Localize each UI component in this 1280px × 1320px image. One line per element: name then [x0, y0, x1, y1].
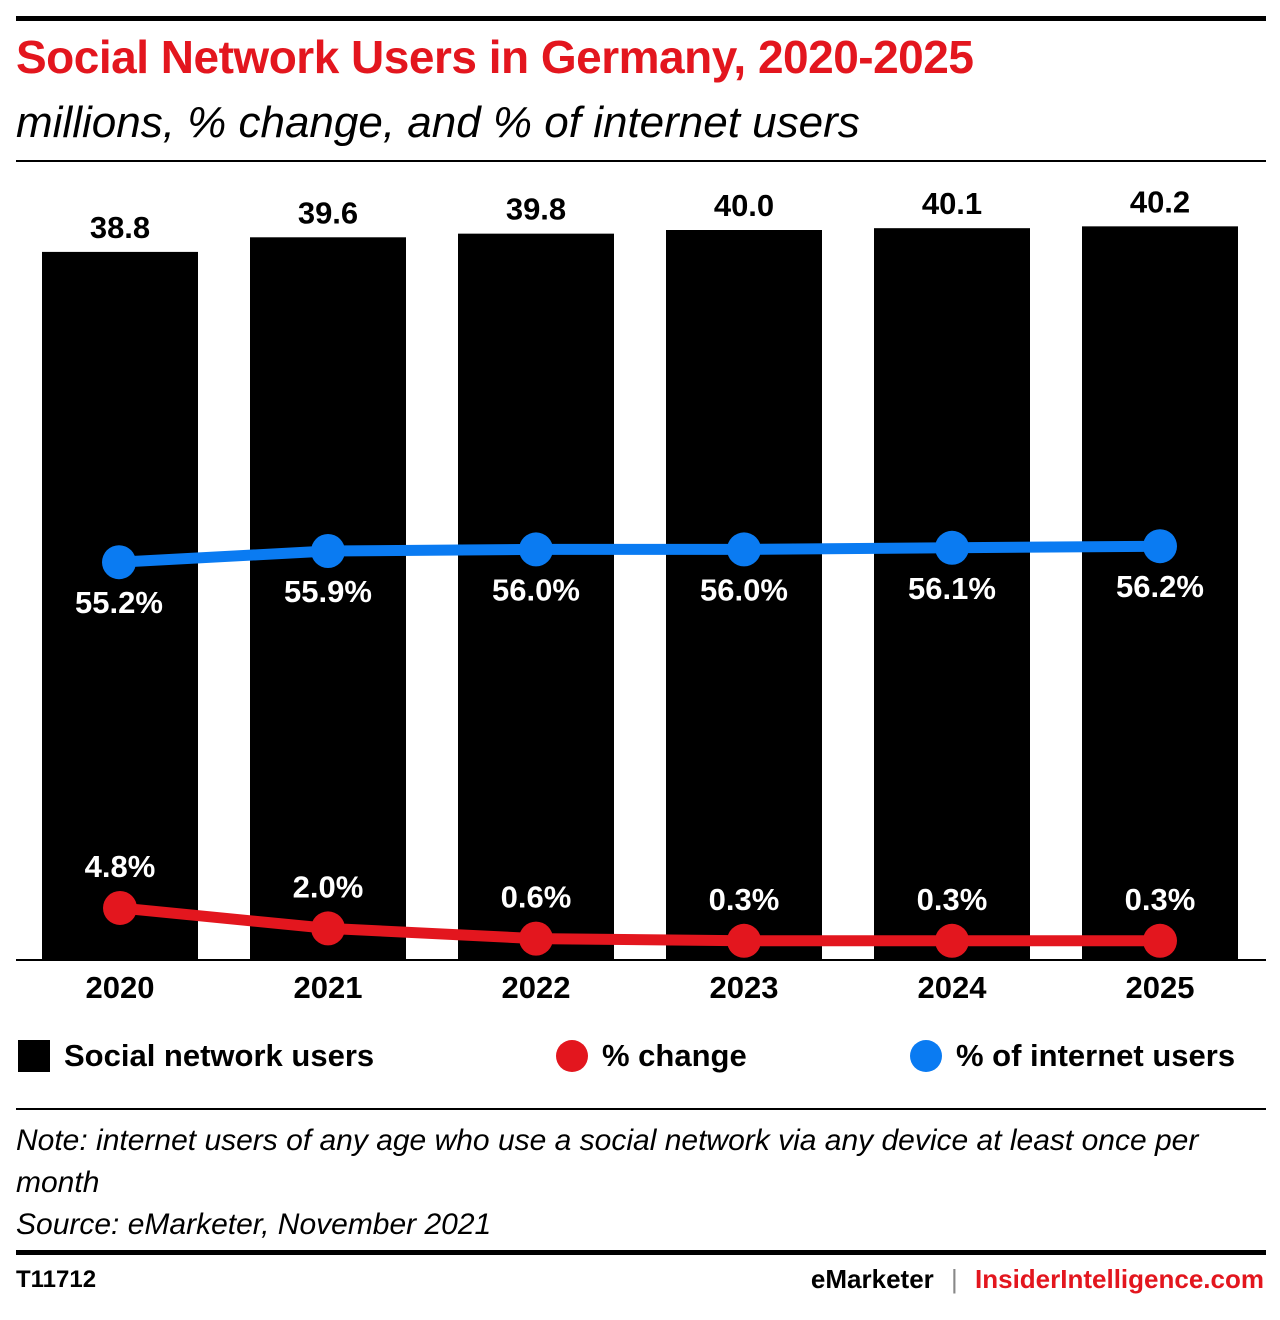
chart-subtitle: millions, % change, and % of internet us… — [16, 98, 860, 147]
note-text: Note: internet users of any age who use … — [16, 1124, 1199, 1199]
series-line-pct-change — [119, 902, 1160, 947]
point-pct-change — [1143, 923, 1177, 958]
footer-brand: eMarketer | InsiderIntelligence.com — [811, 1264, 1264, 1295]
point-pct-internet-users — [935, 530, 969, 565]
legend-label: % of internet users — [956, 1038, 1236, 1073]
brand-separator: | — [951, 1264, 958, 1294]
point-pct-internet-users — [1143, 529, 1177, 564]
x-tick-label: 2025 — [1126, 970, 1195, 1005]
bar — [250, 237, 406, 961]
bottom-rule — [16, 1250, 1266, 1255]
bar-value-label: 40.0 — [714, 188, 774, 223]
notes-divider — [16, 1108, 1266, 1110]
source-text: Source: eMarketer, November 2021 — [16, 1208, 492, 1241]
point-pct-change — [935, 923, 969, 958]
title-divider — [16, 160, 1266, 162]
point-label-pct-internet-users: 56.0% — [700, 572, 788, 607]
point-pct-change — [311, 911, 345, 946]
chart-id: T11712 — [16, 1266, 97, 1293]
chart-plot: 38.8 2020 39.6 2021 39.8 2022 40.0 2023 40.1 2024… — [16, 184, 1266, 1005]
point-label-pct-change: 0.3% — [1125, 882, 1196, 917]
point-pct-internet-users — [311, 534, 345, 568]
bar-value-label: 39.6 — [298, 195, 358, 230]
series-line-pct-internet-users — [118, 540, 1161, 568]
legend-item-pct-internet-users: % of internet users — [910, 1036, 1235, 1076]
chart-notes: Note: internet users of any age who use … — [16, 1120, 1266, 1246]
bar — [1082, 226, 1238, 961]
bar-value-label: 40.1 — [922, 186, 982, 221]
point-label-pct-internet-users: 55.2% — [75, 585, 163, 620]
bar — [874, 228, 1030, 961]
point-pct-internet-users — [727, 532, 761, 567]
bar-value-label: 38.8 — [90, 210, 150, 245]
chart-title: Social Network Users in Germany, 2020-20… — [16, 31, 974, 83]
point-pct-internet-users — [519, 532, 553, 567]
legend-item-pct-change: % change — [556, 1036, 747, 1076]
x-tick-label: 2021 — [294, 970, 363, 1005]
bar — [42, 251, 198, 960]
bar — [666, 230, 822, 960]
bar-value-label: 39.8 — [506, 192, 566, 227]
x-tick-label: 2022 — [502, 970, 571, 1005]
point-label-pct-internet-users: 56.2% — [1116, 569, 1204, 604]
legend-dot-swatch — [556, 1040, 588, 1072]
legend-label: % change — [602, 1038, 747, 1073]
point-label-pct-change: 4.8% — [85, 849, 156, 884]
point-pct-change — [103, 890, 137, 925]
brand-name: eMarketer — [810, 1264, 934, 1294]
top-rule — [16, 16, 1266, 21]
point-label-pct-internet-users: 56.1% — [908, 571, 996, 606]
point-pct-change — [519, 921, 553, 956]
site-link[interactable]: InsiderIntelligence.com — [975, 1264, 1264, 1294]
x-tick-label: 2024 — [918, 970, 988, 1005]
point-pct-change — [727, 923, 761, 958]
point-label-pct-internet-users: 56.0% — [492, 572, 580, 607]
point-label-pct-change: 2.0% — [293, 869, 364, 904]
point-label-pct-change: 0.6% — [501, 880, 572, 915]
point-label-pct-change: 0.3% — [917, 882, 988, 917]
bar — [458, 233, 614, 960]
point-label-pct-internet-users: 55.9% — [284, 574, 372, 609]
point-pct-internet-users — [102, 545, 136, 580]
legend-square-swatch — [18, 1040, 50, 1072]
x-tick-label: 2020 — [86, 970, 155, 1005]
legend-label: Social network users — [64, 1038, 375, 1073]
point-label-pct-change: 0.3% — [709, 882, 780, 917]
legend-dot-swatch — [910, 1040, 942, 1072]
bar-value-label: 40.2 — [1130, 184, 1190, 219]
legend-item-social-network-users: Social network users — [18, 1036, 374, 1076]
x-tick-label: 2023 — [710, 970, 779, 1005]
